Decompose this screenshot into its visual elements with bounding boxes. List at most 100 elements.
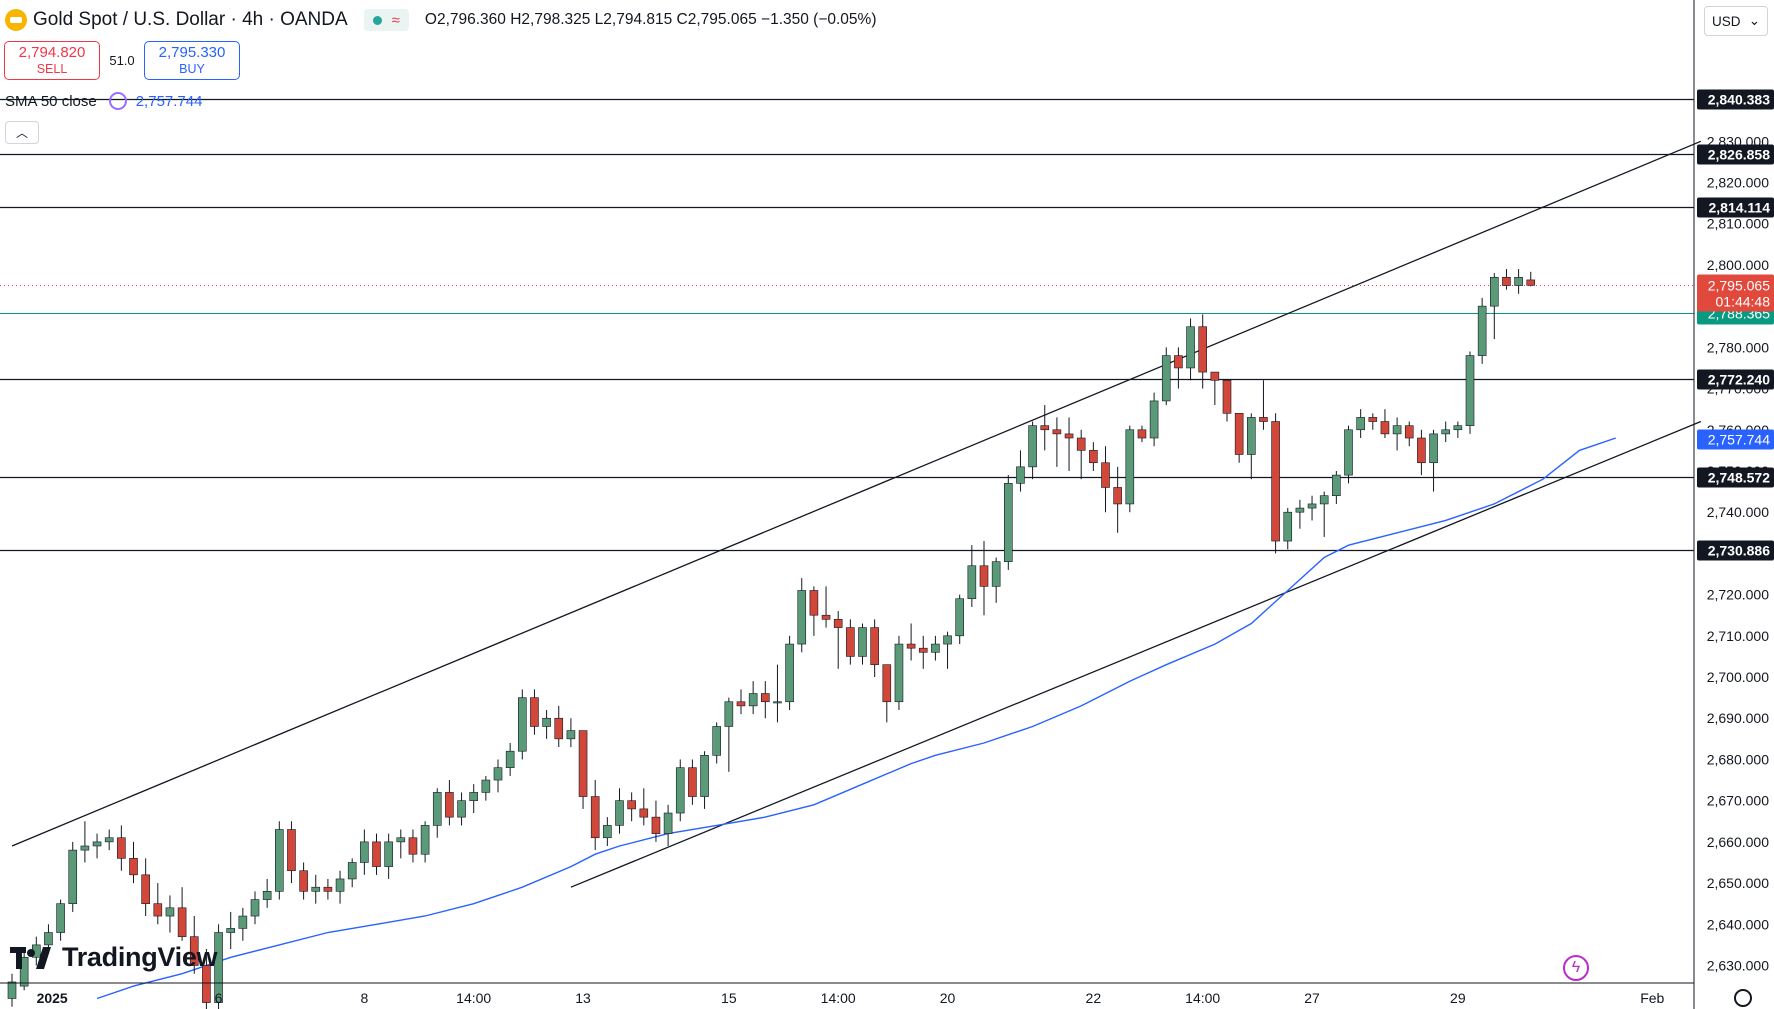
y-tick-label: 2,800.000 bbox=[1707, 257, 1769, 273]
candle-body bbox=[1332, 474, 1341, 497]
candle-body bbox=[760, 693, 770, 703]
candle-bullish bbox=[1429, 429, 1438, 492]
candle-bullish bbox=[493, 759, 503, 793]
candle-bearish bbox=[651, 800, 661, 842]
candle-body bbox=[821, 614, 831, 620]
candle-bearish bbox=[760, 681, 770, 719]
collapse-legend-button[interactable]: ︿ bbox=[5, 121, 39, 144]
candle-bullish bbox=[1356, 409, 1365, 439]
candle-bullish bbox=[384, 833, 393, 879]
candle-body bbox=[1052, 429, 1062, 435]
candle-body bbox=[299, 870, 308, 892]
candle-bullish bbox=[1392, 417, 1402, 451]
level-label: 2,840.383 bbox=[1708, 92, 1770, 108]
candle-body bbox=[955, 598, 965, 637]
candle-body bbox=[615, 800, 624, 826]
candle-bullish bbox=[7, 973, 17, 1007]
candle-body bbox=[214, 932, 223, 1003]
candle-bullish bbox=[1453, 421, 1463, 439]
candle-body bbox=[1016, 466, 1025, 484]
candle-body bbox=[129, 858, 138, 876]
level-label: 2,730.886 bbox=[1708, 543, 1770, 559]
candle-body bbox=[663, 812, 673, 834]
candle-body bbox=[1186, 326, 1195, 369]
y-tick-label: 2,640.000 bbox=[1707, 916, 1769, 932]
candle-bearish bbox=[1222, 380, 1232, 422]
candle-bullish bbox=[955, 594, 965, 645]
y-tick-label: 2,700.000 bbox=[1707, 669, 1769, 685]
candle-body bbox=[1198, 326, 1207, 373]
candle-bearish bbox=[287, 821, 296, 884]
settings-icon[interactable] bbox=[1734, 989, 1752, 1007]
candle-bullish bbox=[469, 784, 479, 814]
candle-body bbox=[493, 767, 503, 781]
candle-bearish bbox=[590, 780, 600, 851]
candle-body bbox=[1113, 487, 1122, 505]
y-tick-label: 2,670.000 bbox=[1707, 793, 1769, 809]
candle-bearish bbox=[736, 689, 746, 715]
candle-body bbox=[1319, 495, 1329, 505]
candle-body bbox=[785, 643, 794, 703]
candle-body bbox=[335, 878, 345, 892]
symbol-title[interactable]: Gold Spot / U.S. Dollar · 4h · OANDA bbox=[33, 9, 348, 30]
candle-bearish bbox=[323, 878, 333, 900]
buy-label: BUY bbox=[179, 62, 205, 76]
candle-bullish bbox=[748, 681, 758, 715]
candle-bullish bbox=[1247, 413, 1256, 480]
candle-body bbox=[153, 903, 163, 917]
chart-header: Gold Spot / U.S. Dollar · 4h · OANDA ≈ O… bbox=[0, 0, 877, 40]
chevron-down-icon: ⌄ bbox=[1748, 13, 1760, 28]
candle-body bbox=[469, 792, 479, 801]
candle-bearish bbox=[129, 841, 138, 884]
candle-bullish bbox=[1016, 450, 1025, 492]
candle-body bbox=[1356, 417, 1365, 431]
level-label-bg bbox=[1697, 369, 1774, 390]
candle-body bbox=[1441, 429, 1450, 435]
market-status[interactable]: ≈ bbox=[363, 9, 409, 31]
candle-bullish bbox=[1295, 499, 1305, 529]
flash-icon[interactable]: ϟ bbox=[1563, 955, 1589, 981]
candle-body bbox=[505, 750, 515, 768]
candle-body bbox=[590, 796, 600, 839]
buy-button[interactable]: 2,795.330 BUY bbox=[144, 41, 240, 80]
candle-bearish bbox=[1174, 347, 1183, 389]
candle-bearish bbox=[177, 887, 187, 941]
y-tick-label: 2,650.000 bbox=[1707, 875, 1769, 891]
candle-body bbox=[1161, 355, 1171, 402]
tradingview-logo[interactable]: TradingView bbox=[10, 942, 218, 973]
candle-body bbox=[1404, 425, 1414, 439]
candle-bullish bbox=[894, 635, 904, 710]
candle-bullish bbox=[335, 870, 345, 904]
candle-body bbox=[1076, 437, 1086, 451]
candle-body bbox=[177, 907, 187, 937]
candle-body bbox=[1028, 425, 1037, 468]
indicator-legend[interactable]: SMA 50 close 2,757.744 bbox=[5, 92, 202, 110]
candle-body bbox=[360, 841, 369, 863]
candle-body bbox=[1368, 417, 1378, 422]
currency-select[interactable]: USD ⌄ bbox=[1704, 6, 1768, 36]
y-tick-label: 2,740.000 bbox=[1707, 504, 1769, 520]
sell-button[interactable]: 2,794.820 SELL bbox=[4, 41, 100, 80]
level-label-bg bbox=[1697, 144, 1774, 165]
candle-bullish bbox=[165, 895, 175, 933]
candle-body bbox=[651, 816, 661, 834]
candle-body bbox=[675, 767, 685, 814]
candle-bullish bbox=[1344, 425, 1353, 484]
candle-body bbox=[1514, 276, 1523, 286]
candle-body bbox=[1125, 429, 1135, 505]
level-label-bg bbox=[1697, 89, 1774, 110]
sma-last-label: 2,757.744 bbox=[1708, 432, 1770, 448]
candle-body bbox=[566, 730, 576, 740]
candle-body bbox=[1502, 276, 1511, 286]
tradingview-mark-icon bbox=[10, 946, 51, 969]
candle-bullish bbox=[432, 788, 442, 838]
candle-bullish bbox=[250, 891, 260, 925]
level-label: 2,814.114 bbox=[1708, 200, 1770, 216]
y-tick-label: 2,630.000 bbox=[1707, 958, 1769, 974]
candle-bullish bbox=[615, 788, 624, 834]
candle-bullish bbox=[1003, 475, 1013, 570]
candle-bullish bbox=[675, 759, 685, 822]
candle-bullish bbox=[517, 689, 527, 760]
candle-body bbox=[1429, 433, 1438, 464]
